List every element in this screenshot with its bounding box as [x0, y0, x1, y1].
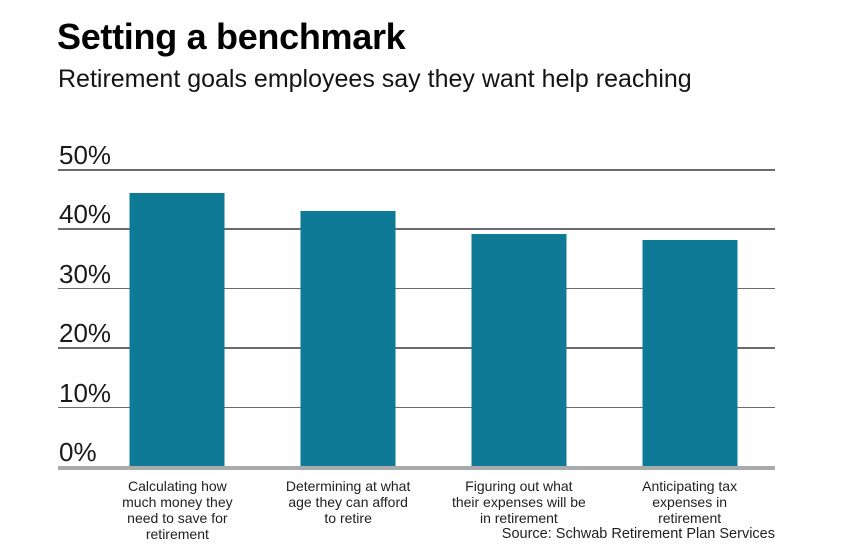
bar-2: [300, 210, 396, 466]
bars-container: [92, 169, 775, 466]
y-tick-label: 30%: [59, 258, 112, 289]
category-label: Figuring out what their expenses will be…: [451, 478, 586, 526]
category-labels-row: Calculating how much money they need to …: [92, 478, 775, 542]
category-label: Anticipating tax expenses in retirement: [642, 478, 738, 526]
y-tick-label: 20%: [59, 318, 112, 349]
y-gridline: [58, 228, 775, 230]
bar-slot: [92, 169, 263, 466]
y-gridline: [58, 406, 775, 409]
bar-slot: [263, 169, 434, 466]
category-label: Determining at what age they can afford …: [285, 478, 411, 526]
y-gridline: [58, 287, 775, 290]
bar-slot: [434, 169, 605, 466]
chart-subtitle: Retirement goals employees say they want…: [58, 65, 692, 93]
y-tick-label: 0%: [59, 437, 97, 467]
y-tick-label: 50%: [59, 140, 112, 170]
chart-title: Setting a benchmark: [57, 16, 406, 57]
bar-slot: [604, 169, 775, 466]
bar-3: [471, 234, 567, 466]
y-tick-label: 40%: [59, 199, 112, 230]
y-tick-label: 10%: [59, 377, 112, 408]
y-gridline: [58, 169, 775, 171]
y-gridline: [58, 347, 775, 349]
category-label: Calculating how much money they need to …: [122, 478, 233, 542]
x-axis-baseline: [58, 466, 775, 470]
bar-4: [642, 240, 738, 466]
bar-1: [129, 192, 225, 466]
source-note: Source: Schwab Retirement Plan Services: [501, 526, 775, 542]
